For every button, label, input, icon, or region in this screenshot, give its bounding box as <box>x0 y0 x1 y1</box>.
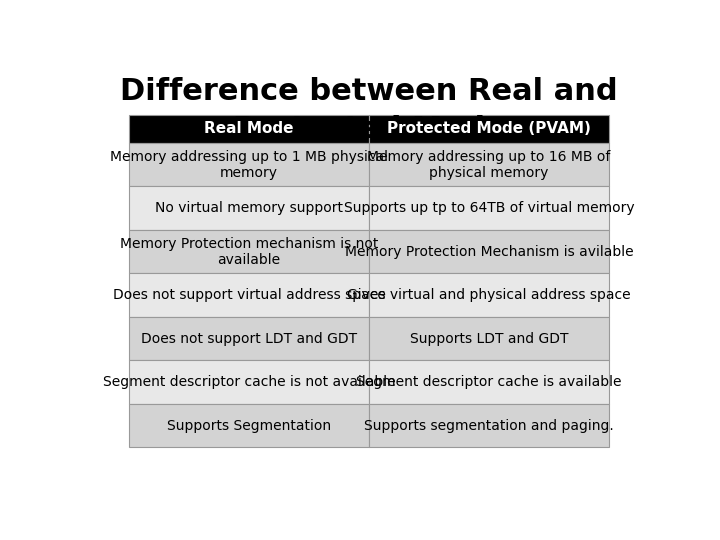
Bar <box>369 404 609 447</box>
Bar <box>369 230 609 273</box>
Bar <box>369 143 609 186</box>
Text: Does not support LDT and GDT: Does not support LDT and GDT <box>141 332 357 346</box>
Bar <box>369 360 609 404</box>
Bar <box>129 186 369 230</box>
Text: Supports Segmentation: Supports Segmentation <box>167 418 331 433</box>
Text: Memory Protection Mechanism is avilable: Memory Protection Mechanism is avilable <box>345 245 634 259</box>
Bar <box>369 186 609 230</box>
Bar <box>129 114 369 143</box>
Bar <box>129 360 369 404</box>
Text: Memory addressing up to 1 MB physical
memory: Memory addressing up to 1 MB physical me… <box>110 150 388 180</box>
Bar <box>129 143 369 186</box>
Text: Protected Mode (PVAM): Protected Mode (PVAM) <box>387 122 591 136</box>
Bar <box>129 317 369 360</box>
Bar <box>369 273 609 317</box>
Bar <box>369 114 609 143</box>
Text: Segment descriptor cache is not available: Segment descriptor cache is not availabl… <box>103 375 395 389</box>
Bar <box>129 404 369 447</box>
Text: Supports segmentation and paging.: Supports segmentation and paging. <box>364 418 614 433</box>
Bar <box>129 273 369 317</box>
Bar <box>369 317 609 360</box>
Text: Does not support virtual address space: Does not support virtual address space <box>112 288 385 302</box>
Text: Supports LDT and GDT: Supports LDT and GDT <box>410 332 568 346</box>
Bar <box>129 230 369 273</box>
Text: Segment descriptor cache is available: Segment descriptor cache is available <box>356 375 622 389</box>
Text: Real Mode: Real Mode <box>204 122 294 136</box>
Text: Memory addressing up to 16 MB of
physical memory: Memory addressing up to 16 MB of physica… <box>367 150 611 180</box>
Text: Supports up tp to 64TB of virtual memory: Supports up tp to 64TB of virtual memory <box>343 201 634 215</box>
Text: Gives virtual and physical address space: Gives virtual and physical address space <box>347 288 631 302</box>
Text: Difference between Real and
Protected Mode: Difference between Real and Protected Mo… <box>120 77 618 145</box>
Text: No virtual memory support: No virtual memory support <box>155 201 343 215</box>
Text: Memory Protection mechanism is not
available: Memory Protection mechanism is not avail… <box>120 237 378 267</box>
